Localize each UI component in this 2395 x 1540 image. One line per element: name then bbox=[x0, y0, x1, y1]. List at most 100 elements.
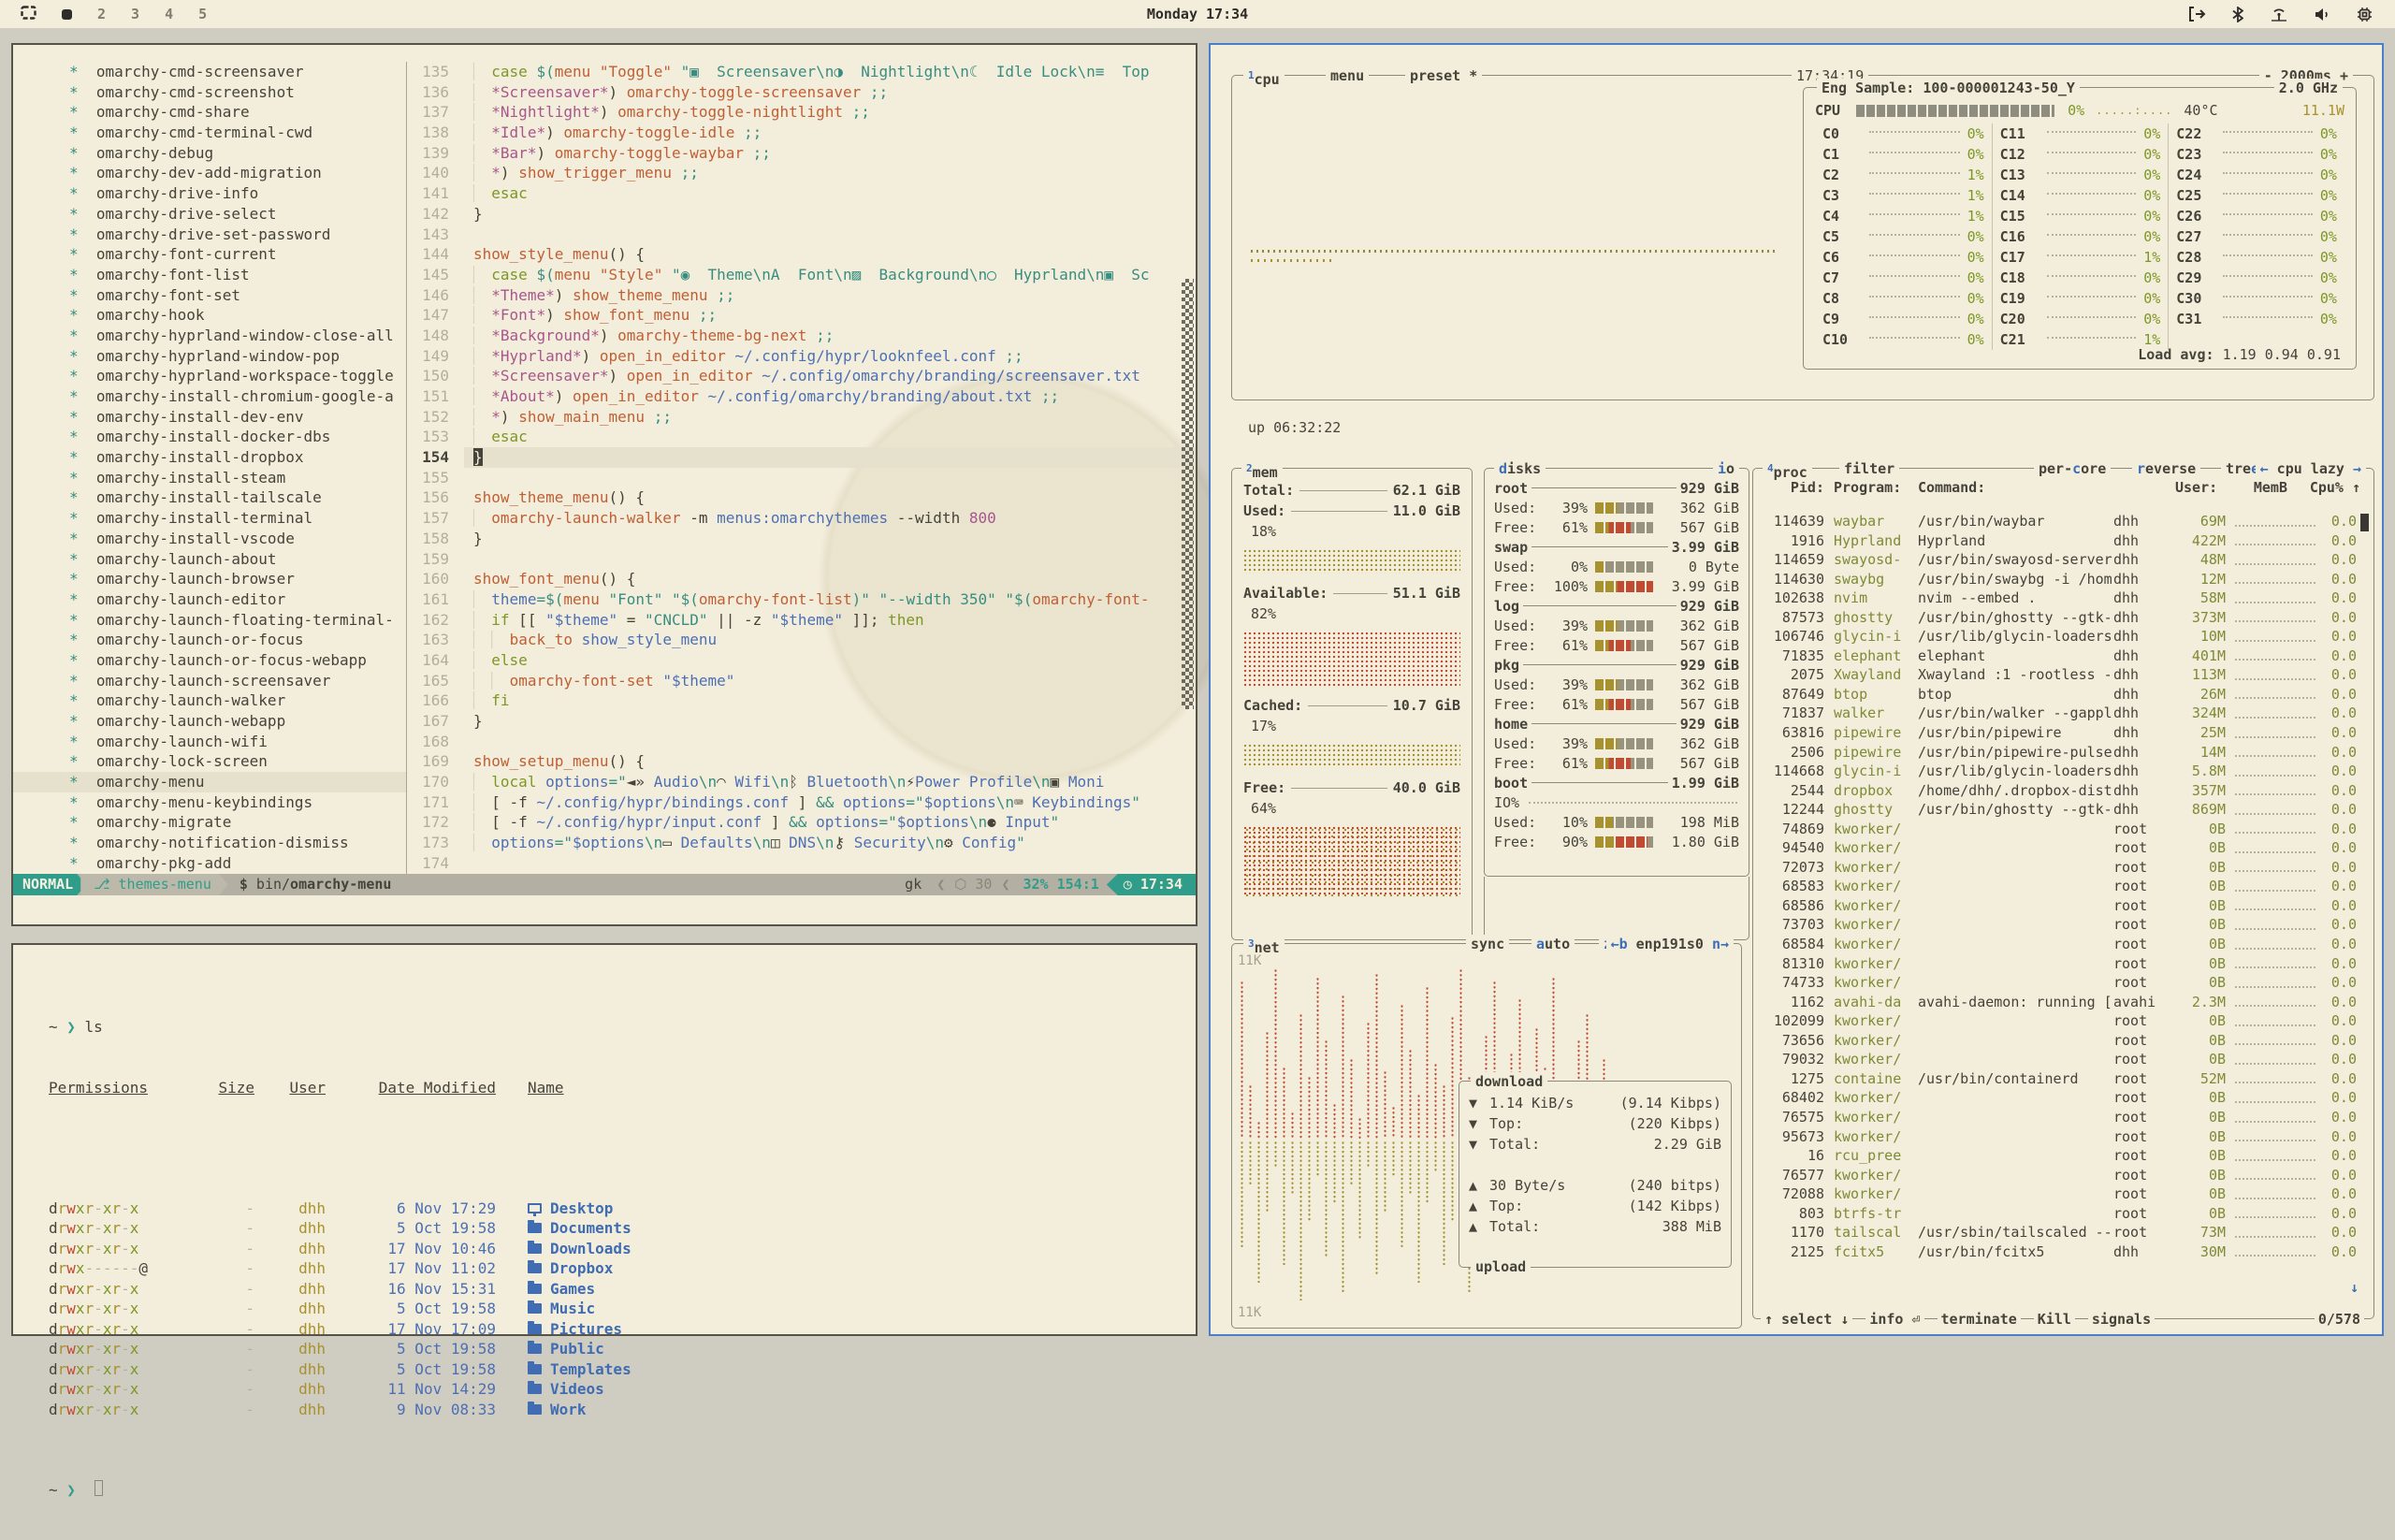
process-row[interactable]: 2506 pipewire /usr/bin/pipewire-pulse dh… bbox=[1790, 743, 2357, 761]
file-name[interactable]: Games bbox=[496, 1279, 595, 1300]
code-line[interactable]: show_setup_menu() { bbox=[473, 752, 646, 771]
file-name[interactable]: Documents bbox=[496, 1218, 631, 1239]
process-row[interactable]: 114639 waybar /usr/bin/waybar dhh 69M 0.… bbox=[1773, 513, 2357, 530]
cpu-panel-title[interactable]: 1cpu bbox=[1243, 66, 1285, 89]
editor-row[interactable]: * omarchy-lock-screen 169 show_setup_men… bbox=[13, 751, 1196, 773]
file-list-item[interactable]: * omarchy-launch-editor bbox=[69, 589, 286, 608]
process-row[interactable]: 1275 containe /usr/bin/containerd root 5… bbox=[1790, 1069, 2357, 1087]
editor-row[interactable]: * omarchy-menu-keybindings 171 ▏ [ -f ~/… bbox=[13, 792, 1196, 813]
editor-scrollbar[interactable] bbox=[1182, 279, 1194, 709]
code-line[interactable] bbox=[464, 225, 1196, 245]
process-row[interactable]: 87573 ghostty /usr/bin/ghostty --gtk- dh… bbox=[1781, 608, 2357, 626]
process-row[interactable]: 73703 kworker/ root 0B 0.0 bbox=[1781, 916, 2357, 934]
code-line[interactable]: show_style_menu() { bbox=[473, 245, 646, 264]
editor-row[interactable]: * omarchy-hyprland-window-close-all 148 … bbox=[13, 325, 1196, 346]
file-list-item[interactable]: * omarchy-notification-dismiss bbox=[69, 834, 349, 852]
code-line[interactable]: ▏ esac bbox=[473, 184, 528, 203]
editor-row[interactable]: * omarchy-drive-info 141 ▏ esac bbox=[13, 183, 1196, 204]
process-row[interactable]: 114659 swayosd- /usr/bin/swayosd-server … bbox=[1773, 551, 2357, 569]
editor-row[interactable]: * omarchy-launch-browser 160 show_font_m… bbox=[13, 569, 1196, 589]
file-list-item[interactable]: * omarchy-menu-keybindings bbox=[69, 792, 313, 811]
file-list-item[interactable]: * omarchy-install-dropbox bbox=[69, 448, 304, 467]
file-name[interactable]: Templates bbox=[496, 1359, 631, 1380]
wifi-icon[interactable] bbox=[2270, 7, 2288, 22]
code-line[interactable]: ▏ theme=$(menu "Font" "$(omarchy-font-li… bbox=[473, 589, 1150, 608]
file-list-item[interactable]: * omarchy-launch-about bbox=[69, 549, 277, 568]
process-row[interactable]: 87649 btop btop dhh 26M 0.0 bbox=[1781, 685, 2357, 703]
process-row[interactable]: 1162 avahi-da avahi-daemon: running [ av… bbox=[1790, 993, 2357, 1010]
file-list-item[interactable]: * omarchy-migrate bbox=[69, 813, 232, 832]
mem-panel-title[interactable]: 2mem bbox=[1241, 459, 1283, 482]
code-line[interactable]: ▏ *) show_trigger_menu ;; bbox=[473, 164, 699, 182]
process-row[interactable]: 73656 kworker/ root 0B 0.0 bbox=[1781, 1031, 2357, 1049]
file-list-item[interactable]: * omarchy-font-current bbox=[69, 245, 277, 264]
editor-row[interactable]: * omarchy-launch-about 159 bbox=[13, 548, 1196, 570]
editor-row[interactable]: * omarchy-drive-set-password 143 bbox=[13, 224, 1196, 245]
io-toggle[interactable]: io bbox=[1712, 459, 1739, 478]
file-list-item[interactable]: * omarchy-drive-info bbox=[69, 184, 259, 203]
code-line[interactable]: ▏ *Font*) show_font_menu ;; bbox=[473, 306, 718, 325]
file-list-item[interactable]: * omarchy-launch-browser bbox=[69, 570, 295, 588]
process-row[interactable]: 2544 dropbox /home/dhh/.dropbox-dist dhh… bbox=[1790, 781, 2357, 799]
code-line[interactable]: ▏ ▏ back_to show_style_menu bbox=[473, 631, 718, 649]
editor-row[interactable]: * omarchy-install-dropbox 154 } bbox=[13, 447, 1196, 468]
code-line[interactable]: ▏ *) show_main_menu ;; bbox=[473, 407, 672, 426]
file-name[interactable]: Videos bbox=[496, 1379, 604, 1400]
code-line[interactable]: ▏ options="$options\n▭ Defaults\n◫ DNS\n… bbox=[473, 834, 1025, 852]
code-line[interactable]: ▏ [ -f ~/.config/hypr/bindings.conf ] &&… bbox=[473, 792, 1140, 811]
chip-icon[interactable] bbox=[2357, 7, 2373, 22]
ls-file-row[interactable]: drwxr-xr-x - dhh 6 Nov 17:29 Desktop bbox=[49, 1199, 1196, 1219]
file-list-item[interactable]: * omarchy-install-dev-env bbox=[69, 407, 304, 426]
file-list-item[interactable]: * omarchy-install-terminal bbox=[69, 509, 313, 528]
file-list-item[interactable]: * omarchy-cmd-share bbox=[69, 103, 250, 122]
code-line[interactable] bbox=[464, 732, 1196, 752]
code-line[interactable]: } bbox=[464, 447, 1196, 468]
code-line[interactable]: ▏ *Screensaver*) omarchy-toggle-screensa… bbox=[473, 82, 889, 101]
file-list-item[interactable]: * omarchy-hyprland-workspace-toggle bbox=[69, 367, 394, 385]
process-row[interactable]: 803 btrfs-tr root 0B 0.0 bbox=[1798, 1204, 2357, 1222]
workspace-switcher[interactable]: 2 3 4 5 bbox=[0, 5, 207, 23]
file-list-item[interactable]: * omarchy-hook bbox=[69, 306, 205, 325]
file-list-item[interactable]: * omarchy-install-chromium-google-a bbox=[69, 387, 394, 405]
code-line[interactable]: ▏ *Idle*) omarchy-toggle-idle ;; bbox=[473, 123, 762, 142]
editor-row[interactable]: * omarchy-install-steam 155 bbox=[13, 467, 1196, 488]
process-row[interactable]: 68402 kworker/ root 0B 0.0 bbox=[1781, 1089, 2357, 1107]
editor-row[interactable]: * omarchy-launch-wifi 168 bbox=[13, 731, 1196, 752]
process-row[interactable]: 68586 kworker/ root 0B 0.0 bbox=[1781, 896, 2357, 914]
shell-prompt-empty[interactable]: ~ ❯ bbox=[49, 1479, 1196, 1501]
code-line[interactable]: ▏ *Screensaver*) open_in_editor ~/.confi… bbox=[473, 367, 1140, 385]
file-list-item[interactable]: * omarchy-launch-wifi bbox=[69, 732, 268, 750]
file-list-item[interactable]: * omarchy-cmd-screensaver bbox=[69, 63, 304, 80]
net-interface-selector[interactable]: ←b enp191s0 n→ bbox=[1605, 935, 1734, 953]
editor-row[interactable]: * omarchy-launch-or-focus 163 ▏ ▏ back_t… bbox=[13, 630, 1196, 650]
code-line[interactable]: } bbox=[473, 712, 483, 730]
file-list-item[interactable]: * omarchy-launch-walker bbox=[69, 691, 286, 710]
code-line[interactable] bbox=[464, 468, 1196, 488]
editor-row[interactable]: * omarchy-migrate 172 ▏ [ -f ~/.config/h… bbox=[13, 812, 1196, 834]
ls-file-row[interactable]: drwxr-xr-x - dhh 16 Nov 15:31 Games bbox=[49, 1279, 1196, 1300]
workspace-active-dot[interactable] bbox=[62, 8, 72, 20]
process-row[interactable]: 102099 kworker/ root 0B 0.0 bbox=[1773, 1012, 2357, 1030]
editor-row[interactable]: * omarchy-cmd-screenshot 136 ▏ *Screensa… bbox=[13, 81, 1196, 103]
net-sync-toggle[interactable]: sync bbox=[1466, 935, 1510, 953]
process-row[interactable]: 16 rcu_pree root 0B 0.0 bbox=[1807, 1147, 2357, 1165]
file-list-item[interactable]: * omarchy-cmd-screenshot bbox=[69, 82, 295, 101]
file-list-item[interactable]: * omarchy-launch-floating-terminal- bbox=[69, 610, 394, 629]
editor-terminal-window[interactable]: * omarchy-cmd-screensaver 135 ▏ case $(m… bbox=[11, 43, 1252, 926]
process-row[interactable]: 68583 kworker/ root 0B 0.0 bbox=[1781, 878, 2357, 895]
editor-row[interactable]: * omarchy-launch-floating-terminal- 162 … bbox=[13, 609, 1196, 631]
process-row[interactable]: 102638 nvim nvim --embed . dhh 58M 0.0 bbox=[1773, 589, 2357, 607]
file-list-item[interactable]: * omarchy-install-vscode bbox=[69, 529, 295, 547]
code-line[interactable]: ▏ ▏ omarchy-font-set "$theme" bbox=[473, 671, 735, 690]
process-row[interactable]: 114668 glycin-i /usr/lib/glycin-loaders … bbox=[1773, 763, 2357, 780]
editor-row[interactable]: * omarchy-launch-editor 161 ▏ theme=$(me… bbox=[13, 588, 1196, 610]
net-auto-toggle[interactable]: auto bbox=[1531, 935, 1575, 953]
file-list-item[interactable]: * omarchy-debug bbox=[69, 143, 214, 162]
process-row[interactable]: 74869 kworker/ root 0B 0.0 bbox=[1781, 820, 2357, 837]
preset-button[interactable]: preset * bbox=[1405, 66, 1483, 85]
proc-panel-title[interactable]: 4proc bbox=[1763, 459, 1812, 482]
process-row[interactable]: 1916 Hyprland Hyprland dhh 422M 0.0 bbox=[1790, 531, 2357, 549]
proc-tree-toggle[interactable]: tree bbox=[2221, 459, 2265, 478]
editor-row[interactable]: * omarchy-install-tailscale 156 show_the… bbox=[13, 487, 1196, 509]
ls-terminal-window[interactable]: ~ ❯ ls Permissions Size User Date Modifi… bbox=[11, 943, 1198, 1499]
